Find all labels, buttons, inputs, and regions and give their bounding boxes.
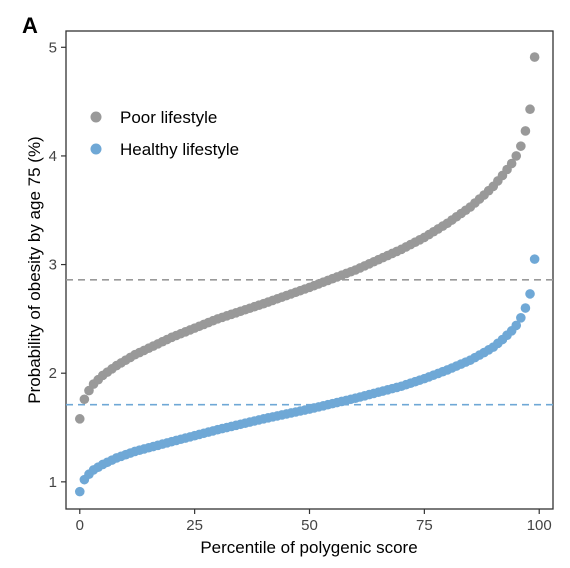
data-point (520, 126, 531, 136)
legend-label-healthy-lifestyle: Healthy lifestyle (120, 140, 239, 159)
data-point (529, 254, 540, 264)
data-point (74, 414, 85, 424)
data-point (529, 52, 540, 62)
data-point (516, 141, 526, 151)
x-tick-label: 0 (76, 517, 84, 534)
data-point (511, 151, 522, 161)
data-point (516, 313, 526, 323)
legend-swatch-healthy-lifestyle (90, 143, 102, 155)
data-points (74, 52, 540, 497)
x-tick-label: 25 (186, 517, 203, 534)
data-point (506, 158, 517, 169)
y-tick-label: 1 (49, 474, 57, 491)
panel-label: A (22, 13, 38, 38)
legend-label-poor-lifestyle: Poor lifestyle (120, 108, 217, 127)
x-tick-label: 75 (416, 517, 433, 534)
series-healthy-lifestyle (74, 254, 540, 497)
data-point (525, 289, 535, 299)
legend-swatch-poor-lifestyle (90, 111, 102, 123)
plot-frame (65, 30, 554, 510)
series-poor-lifestyle (74, 52, 540, 424)
data-point (511, 320, 522, 331)
y-tick-label: 3 (49, 257, 57, 274)
data-point (74, 486, 85, 497)
x-tick-label: 50 (301, 517, 318, 534)
x-tick-label: 100 (527, 517, 552, 534)
reference-lines (66, 278, 553, 406)
x-axis-ticks: 0 25 50 75 100 (76, 509, 552, 534)
y-tick-label: 2 (49, 365, 57, 382)
y-tick-label: 5 (49, 39, 57, 56)
y-axis-ticks: 1 2 3 4 5 (49, 39, 66, 491)
data-point (79, 394, 90, 405)
data-point (525, 104, 535, 115)
y-tick-label: 4 (49, 148, 57, 165)
data-point (520, 303, 531, 313)
x-axis-title: Percentile of polygenic score (200, 538, 417, 557)
y-axis-title: Probability of obesity by age 75 (%) (25, 136, 44, 403)
legend: Poor lifestyle Healthy lifestyle (90, 108, 239, 159)
